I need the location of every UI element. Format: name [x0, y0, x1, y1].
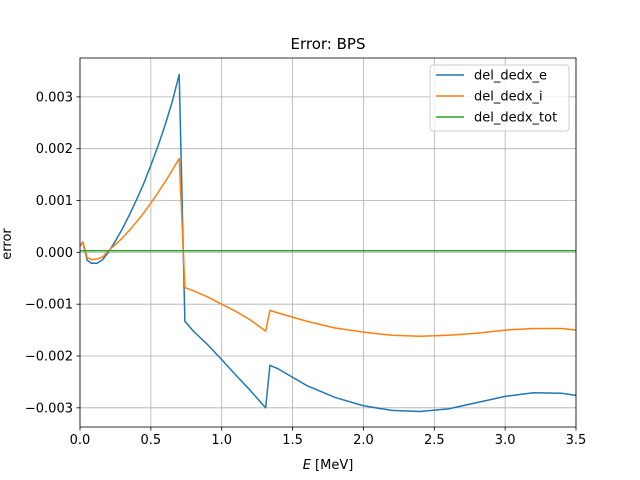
y-tick-label: −0.002 — [25, 349, 73, 364]
x-tick-label: 1.0 — [211, 433, 232, 448]
x-tick-label: 2.0 — [353, 433, 374, 448]
legend-label: del_dedx_e — [474, 69, 547, 84]
legend-box — [429, 64, 570, 132]
plot-area: 0.0 0.5 1.0 1.5 2.0 2.5 3.0 3.5 0.003 0.002 0.001 0… — [25, 57, 587, 448]
x-axis-label-unit: [MeV] — [311, 458, 353, 473]
y-tick-label: −0.001 — [25, 298, 73, 313]
x-tick-label: 0.0 — [70, 433, 91, 448]
legend-label: del_dedx_tot — [474, 111, 557, 126]
x-tick-label: 1.5 — [282, 433, 303, 448]
y-tick-label: 0.002 — [36, 142, 73, 157]
y-tick-label: −0.003 — [25, 401, 73, 416]
y-tick-label: 0.000 — [36, 246, 73, 261]
y-tick-label: 0.001 — [36, 194, 73, 209]
chart-title: Error: BPS — [291, 35, 366, 53]
x-tick-label: 2.5 — [424, 433, 445, 448]
x-tick-label: 3.0 — [495, 433, 516, 448]
series-line-del-dedx-e — [79, 73, 577, 413]
x-tick-label: 3.5 — [566, 433, 587, 448]
axes-frame — [79, 57, 577, 428]
x-axis-label: E [MeV] — [303, 458, 354, 473]
x-axis-label-symbol: E — [303, 458, 312, 473]
y-tick-label: 0.003 — [36, 90, 73, 105]
y-axis-label: error — [0, 228, 15, 260]
legend-label: del_dedx_i — [474, 90, 543, 105]
x-tick-label: 0.5 — [141, 433, 162, 448]
